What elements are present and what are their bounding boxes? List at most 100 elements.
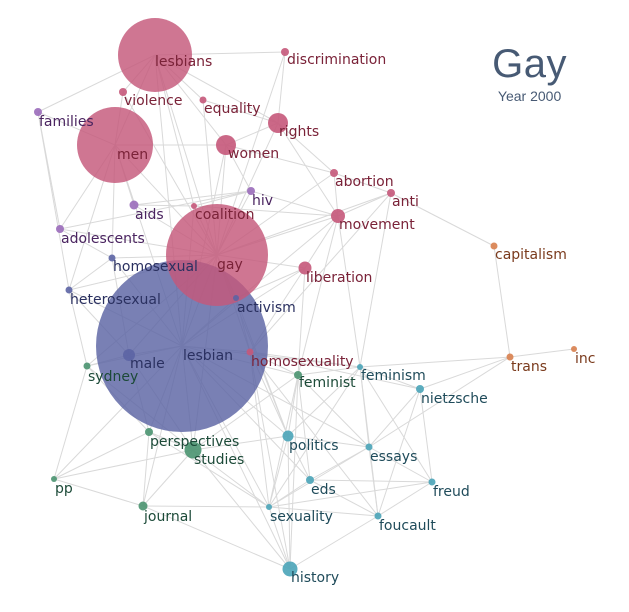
node-history[interactable] bbox=[282, 561, 298, 577]
node-label-inc: inc bbox=[575, 351, 595, 367]
node-eds[interactable] bbox=[306, 476, 314, 484]
node-nietzsche[interactable] bbox=[416, 385, 424, 393]
edge-homosexuality-feminism bbox=[249, 351, 361, 368]
node-hiv[interactable] bbox=[247, 187, 255, 195]
edge-hiv-aids bbox=[133, 190, 252, 206]
node-journal[interactable] bbox=[138, 501, 148, 511]
edge-feminist-eds bbox=[297, 374, 311, 481]
node-anti[interactable] bbox=[387, 189, 395, 197]
node-label-lesbians: lesbians bbox=[155, 54, 212, 70]
node-feminist[interactable] bbox=[294, 371, 302, 379]
node-discrimination[interactable] bbox=[281, 48, 289, 56]
edge-studies-pp bbox=[53, 449, 194, 480]
edge-freud-sexuality bbox=[268, 481, 433, 508]
edge-movement-liberation bbox=[304, 215, 339, 269]
edge-feminist-history bbox=[289, 374, 299, 570]
edge-essays-sexuality bbox=[268, 446, 370, 508]
node-sexuality[interactable] bbox=[266, 504, 272, 510]
node-label-activism: activism bbox=[237, 300, 296, 316]
edge-discrimination-rights bbox=[277, 51, 286, 124]
node-label-foucault: foucault bbox=[379, 518, 436, 534]
node-label-anti: anti bbox=[392, 194, 419, 210]
page-title: Gay bbox=[492, 42, 567, 86]
node-adolescents[interactable] bbox=[56, 225, 64, 233]
node-women[interactable] bbox=[216, 135, 236, 155]
node-lesbians[interactable] bbox=[118, 18, 192, 92]
node-homosexual[interactable] bbox=[108, 254, 116, 262]
node-label-homosexual: homosexual bbox=[113, 259, 198, 275]
node-men[interactable] bbox=[77, 107, 153, 183]
node-label-aids: aids bbox=[135, 207, 164, 223]
node-movement[interactable] bbox=[331, 209, 345, 223]
edge-foucault-history bbox=[289, 515, 379, 570]
edge-anti-homosexuality bbox=[249, 192, 392, 353]
node-label-heterosexual: heterosexual bbox=[70, 292, 161, 308]
node-label-homosexuality: homosexuality bbox=[251, 354, 354, 370]
node-pp[interactable] bbox=[51, 476, 57, 482]
node-homosexuality[interactable] bbox=[246, 348, 254, 356]
node-equality[interactable] bbox=[199, 96, 207, 104]
node-label-lesbian: lesbian bbox=[183, 348, 233, 364]
edge-feminist-essays bbox=[297, 374, 370, 448]
node-label-women: women bbox=[228, 146, 279, 162]
edge-rights-movement bbox=[277, 122, 339, 217]
edge-feminist-politics bbox=[287, 374, 299, 437]
edge-homosexual-heterosexual bbox=[68, 257, 113, 291]
edge-politics-essays bbox=[287, 435, 370, 448]
edge-heterosexual-sydney bbox=[68, 289, 88, 367]
node-families[interactable] bbox=[34, 108, 42, 116]
edge-trans-feminism bbox=[359, 356, 511, 368]
node-politics[interactable] bbox=[282, 430, 294, 442]
edge-essays-freud bbox=[368, 446, 433, 483]
node-foucault[interactable] bbox=[374, 512, 382, 520]
node-label-sexuality: sexuality bbox=[270, 509, 333, 525]
edge-hiv-adolescents bbox=[59, 190, 252, 230]
node-feminism[interactable] bbox=[357, 364, 363, 370]
edge-abortion-movement bbox=[333, 172, 339, 217]
node-activism[interactable] bbox=[233, 295, 239, 301]
node-label-nietzsche: nietzsche bbox=[421, 391, 488, 407]
node-male[interactable] bbox=[123, 349, 135, 361]
node-gay[interactable] bbox=[166, 204, 268, 306]
node-studies[interactable] bbox=[184, 441, 202, 459]
edge-nietzsche-freud bbox=[419, 388, 433, 483]
node-aids[interactable] bbox=[129, 200, 139, 210]
node-violence[interactable] bbox=[119, 88, 127, 96]
nodes-layer bbox=[34, 18, 577, 577]
node-freud[interactable] bbox=[428, 478, 436, 486]
node-label-rights: rights bbox=[279, 124, 319, 140]
edge-studies-sexuality bbox=[192, 449, 270, 508]
edge-abortion-anti bbox=[333, 172, 392, 194]
edge-capitalism-trans bbox=[493, 245, 511, 358]
edge-eds-sexuality bbox=[268, 479, 311, 508]
edge-families-heterosexual bbox=[37, 111, 70, 291]
node-inc[interactable] bbox=[571, 346, 577, 352]
node-label-eds: eds bbox=[311, 482, 336, 498]
node-label-movement: movement bbox=[339, 217, 415, 233]
edge-homosexuality-foucault bbox=[249, 351, 379, 517]
node-abortion[interactable] bbox=[330, 169, 338, 177]
edge-feminist-feminism bbox=[297, 366, 361, 376]
edge-aids-coalition bbox=[133, 204, 195, 207]
node-sydney[interactable] bbox=[83, 362, 91, 370]
node-heterosexual[interactable] bbox=[65, 286, 73, 294]
node-capitalism[interactable] bbox=[490, 242, 498, 250]
node-trans[interactable] bbox=[506, 353, 514, 361]
node-label-perspectives: perspectives bbox=[150, 434, 239, 450]
edge-sexuality-history bbox=[268, 506, 291, 570]
node-label-pp: pp bbox=[55, 481, 73, 497]
edge-politics-eds bbox=[287, 435, 311, 481]
node-liberation[interactable] bbox=[298, 261, 312, 275]
edge-nietzsche-essays bbox=[368, 388, 421, 448]
node-rights[interactable] bbox=[268, 113, 288, 133]
edge-nietzsche-foucault bbox=[377, 388, 421, 517]
edge-trans-nietzsche bbox=[419, 356, 511, 390]
node-label-sydney: sydney bbox=[88, 369, 138, 385]
node-essays[interactable] bbox=[365, 443, 373, 451]
node-coalition[interactable] bbox=[191, 203, 197, 209]
edge-perspectives-pp bbox=[53, 431, 150, 480]
node-label-abortion: abortion bbox=[335, 174, 394, 190]
node-perspectives[interactable] bbox=[145, 428, 153, 436]
